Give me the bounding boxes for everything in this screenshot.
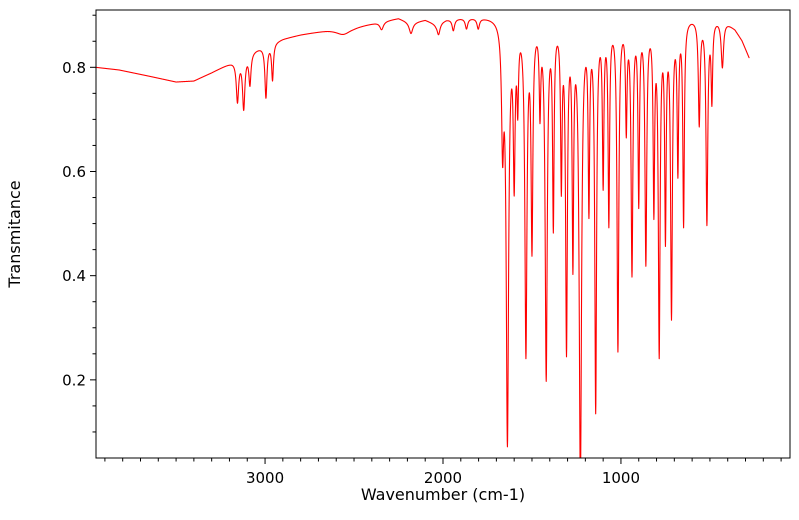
y-tick-label: 0.8 (62, 59, 86, 77)
y-axis-title: Transmitance (5, 180, 24, 288)
y-tick-label: 0.4 (62, 267, 86, 285)
tick-marks (90, 14, 782, 464)
y-tick-label: 0.6 (62, 163, 86, 181)
plot-border (95, 9, 791, 459)
tick-labels: 3000 2000 1000 0.2 0.4 0.6 0.8 (62, 59, 640, 487)
x-axis-title: Wavenumber (cm-1) (361, 485, 525, 504)
x-tick-label: 3000 (246, 469, 284, 487)
spectrum-line (95, 18, 750, 459)
x-tick-label: 2000 (424, 469, 462, 487)
x-tick-label: 1000 (602, 469, 640, 487)
y-tick-label: 0.2 (62, 371, 86, 389)
